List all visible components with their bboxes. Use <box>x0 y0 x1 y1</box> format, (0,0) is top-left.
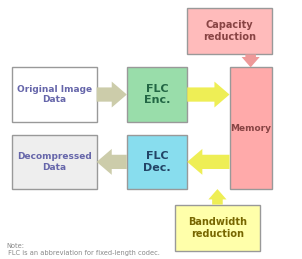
Text: Original Image
Data: Original Image Data <box>17 85 92 104</box>
FancyArrow shape <box>208 189 226 205</box>
Text: Decompressed
Data: Decompressed Data <box>17 152 92 171</box>
Text: Capacity
reduction: Capacity reduction <box>203 20 256 42</box>
FancyArrow shape <box>187 82 230 107</box>
FancyArrow shape <box>97 149 127 175</box>
FancyBboxPatch shape <box>127 67 187 122</box>
Text: FLC
Enc.: FLC Enc. <box>144 84 170 105</box>
FancyBboxPatch shape <box>230 67 272 189</box>
FancyBboxPatch shape <box>187 8 272 54</box>
FancyBboxPatch shape <box>127 135 187 189</box>
Text: FLC
Dec.: FLC Dec. <box>143 151 171 173</box>
FancyArrow shape <box>97 82 127 107</box>
FancyBboxPatch shape <box>12 135 97 189</box>
Text: Bandwidth
reduction: Bandwidth reduction <box>188 217 247 239</box>
Text: Note:
 FLC is an abbreviation for fixed-length codec.: Note: FLC is an abbreviation for fixed-l… <box>6 243 160 256</box>
Text: Memory: Memory <box>230 124 271 133</box>
FancyArrow shape <box>242 54 260 67</box>
FancyArrow shape <box>187 149 230 175</box>
FancyBboxPatch shape <box>12 67 97 122</box>
FancyBboxPatch shape <box>175 205 260 251</box>
